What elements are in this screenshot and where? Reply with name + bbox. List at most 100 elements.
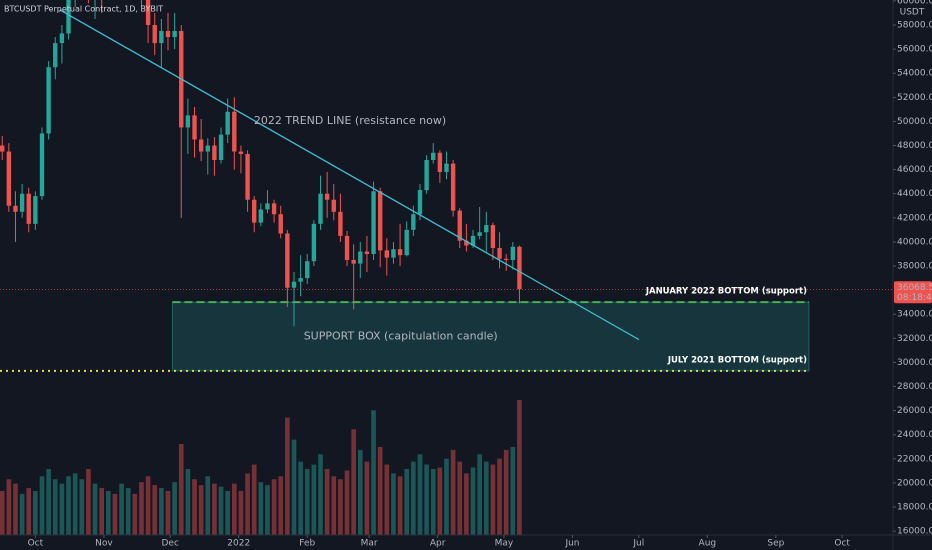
volume-bar <box>0 490 5 535</box>
support-box-label: SUPPORT BOX (capitulation candle) <box>304 330 498 343</box>
volume-bar <box>13 483 18 535</box>
volume-bar <box>278 476 284 535</box>
volume-bar <box>139 482 144 535</box>
volume-bar <box>152 485 158 535</box>
candle-body <box>232 111 237 152</box>
plot-area <box>0 0 893 535</box>
volume-bar <box>26 488 32 535</box>
volume-bar <box>357 449 363 535</box>
candle-body <box>192 115 197 140</box>
x-tick-label: May <box>495 539 514 549</box>
volume-bar <box>285 417 290 535</box>
candle-body <box>431 152 436 160</box>
candle-body <box>152 25 157 44</box>
x-tick-label: Oct <box>834 539 850 549</box>
y-tick-label: 54000.0 <box>897 69 932 79</box>
y-tick-label: 56000.0 <box>897 45 932 55</box>
volume-bar <box>46 468 51 535</box>
candle-body <box>404 229 409 256</box>
volume-bar <box>271 479 277 535</box>
y-tick-label: 44000.0 <box>897 189 932 199</box>
volume-bar <box>198 485 204 535</box>
candle-body <box>464 240 469 246</box>
volume-bar <box>477 454 482 535</box>
candle-body <box>185 115 191 128</box>
volume-bar <box>483 461 489 535</box>
candle-body <box>66 0 71 34</box>
y-tick-label: 26000.0 <box>897 406 932 416</box>
volume-bar <box>490 464 496 535</box>
volume-bar <box>417 454 423 535</box>
y-tick-label: 40000.0 <box>897 237 932 247</box>
volume-bar <box>457 461 463 535</box>
volume-bar <box>132 493 138 535</box>
candle-body <box>218 134 224 160</box>
candle-body <box>145 0 151 26</box>
volume-bar <box>338 479 343 535</box>
volume-bar <box>119 483 124 535</box>
volume-bar <box>318 454 323 535</box>
volume-bar <box>291 439 297 535</box>
x-tick-label: Feb <box>299 539 315 549</box>
candle-body <box>517 246 522 290</box>
chart-title: BTCUSDT Perpetual Contract, 1D, BYBIT <box>4 5 163 14</box>
volume-bar <box>245 473 250 535</box>
candle-body <box>238 151 244 154</box>
candle-body <box>444 163 449 173</box>
volume-bar <box>125 488 131 535</box>
candle-body <box>26 193 31 224</box>
candle-body <box>397 249 403 256</box>
volume-bar <box>205 476 211 535</box>
candle-body <box>252 199 257 223</box>
y-tick-label: 46000.0 <box>897 165 932 175</box>
volume-bar <box>238 490 244 535</box>
y-tick-label: 24000.0 <box>897 430 932 440</box>
volume-bar <box>6 479 12 535</box>
candle-body <box>13 205 18 212</box>
volume-bar <box>464 473 469 535</box>
x-tick-label: Apr <box>430 539 446 549</box>
candle-body <box>318 193 323 224</box>
volume-bar <box>178 444 184 535</box>
candle-body <box>391 249 396 258</box>
candle-body <box>450 163 456 211</box>
candle-body <box>53 43 58 68</box>
candle-body <box>225 111 230 135</box>
candle-body <box>497 247 502 259</box>
candle-body <box>305 261 310 279</box>
trend-line <box>59 9 640 341</box>
candle-body <box>159 31 164 44</box>
level-label: JANUARY 2022 BOTTOM (support) <box>645 287 807 297</box>
x-tick-label: Nov <box>95 539 113 549</box>
volume-bar <box>517 400 522 535</box>
y-tick-label: 32000.0 <box>897 334 932 344</box>
volume-bar <box>437 467 443 535</box>
volume-bar <box>444 458 449 535</box>
candle-body <box>503 258 509 260</box>
volume-bar <box>59 483 65 535</box>
candle-body <box>212 145 217 160</box>
candle-body <box>198 139 204 152</box>
candle-body <box>33 196 38 224</box>
volume-bar <box>265 485 270 535</box>
candle-body <box>484 225 489 233</box>
support-box <box>171 301 810 372</box>
x-tick-label: Dec <box>161 539 178 549</box>
volume-bar <box>92 483 98 535</box>
candle-body <box>470 235 476 246</box>
candle-body <box>351 259 356 264</box>
candle-body <box>278 214 283 234</box>
y-tick-label: 52000.0 <box>897 93 932 103</box>
volume-bar <box>218 486 224 535</box>
volume-bar <box>470 467 476 535</box>
volume-bar <box>404 468 410 535</box>
x-tick-label: 2022 <box>227 539 250 549</box>
x-tick-label: Jun <box>564 539 579 549</box>
volume-bar <box>258 482 264 535</box>
candle-body <box>358 251 363 264</box>
volume-bar <box>304 468 310 535</box>
volume-bar <box>503 449 509 535</box>
unit-label: USDT <box>900 8 925 18</box>
